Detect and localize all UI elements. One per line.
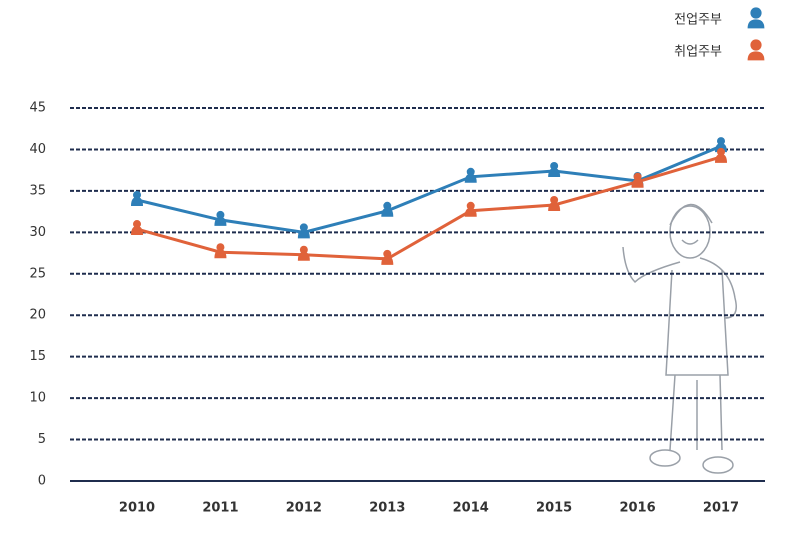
marker-body	[747, 51, 765, 61]
y-tick-label: 0	[38, 474, 46, 489]
y-tick-label: 40	[29, 142, 46, 157]
y-tick-label: 45	[29, 101, 46, 116]
marker-body	[381, 207, 394, 217]
series-line	[136, 144, 722, 234]
point-marker	[131, 220, 143, 236]
marker-body	[464, 173, 477, 183]
marker-body	[297, 229, 310, 239]
marker-head	[133, 220, 141, 229]
marker-body	[131, 226, 143, 236]
y-tick-label: 30	[29, 225, 46, 240]
marker-head	[299, 245, 308, 254]
x-tick-label: 2012	[286, 501, 322, 516]
series-line	[136, 155, 722, 261]
marker-head	[299, 223, 308, 232]
point-marker	[297, 245, 310, 261]
marker-body	[631, 178, 644, 188]
marker-head	[133, 191, 141, 200]
marker-head	[383, 201, 392, 210]
marker-body	[381, 255, 394, 265]
marker-head	[550, 195, 559, 204]
marker-head	[383, 249, 392, 258]
marker-head	[750, 7, 762, 19]
marker-body	[548, 167, 561, 177]
marker-body	[715, 153, 727, 163]
point-marker	[631, 172, 644, 188]
legend-label: 취업주부	[674, 45, 722, 60]
point-marker	[131, 191, 143, 207]
marker-body	[214, 249, 227, 259]
marker-body	[747, 19, 765, 29]
marker-body	[464, 207, 477, 217]
marker-head	[633, 172, 642, 181]
y-tick-label: 5	[38, 432, 46, 447]
point-marker	[381, 201, 394, 217]
x-tick-label: 2011	[202, 501, 238, 516]
x-tick-label: 2014	[453, 501, 489, 516]
marker-body	[131, 197, 143, 207]
y-tick-label: 35	[29, 183, 46, 198]
marker-head	[216, 243, 225, 252]
point-marker	[548, 161, 561, 177]
marker-head	[717, 147, 725, 156]
legend-label: 전업주부	[674, 13, 722, 28]
x-tick-label: 2017	[703, 501, 739, 516]
point-marker	[464, 167, 477, 183]
point-marker	[464, 201, 477, 217]
y-tick-label: 10	[29, 391, 46, 406]
point-marker	[214, 243, 227, 259]
x-tick-label: 2013	[369, 501, 405, 516]
marker-body	[548, 201, 561, 211]
point-marker	[715, 147, 727, 163]
x-tick-label: 2015	[536, 501, 572, 516]
x-tick-label: 2016	[619, 501, 655, 516]
y-tick-label: 20	[29, 308, 46, 323]
y-tick-label: 15	[29, 349, 46, 364]
point-marker	[548, 195, 561, 211]
marker-head	[750, 39, 762, 51]
point-marker	[297, 223, 310, 239]
legend-icon	[747, 7, 765, 29]
y-tick-label: 25	[29, 266, 46, 281]
marker-head	[216, 210, 225, 219]
legend-icon	[747, 39, 765, 61]
point-marker	[381, 249, 394, 265]
marker-head	[717, 137, 725, 146]
marker-body	[297, 251, 310, 261]
marker-head	[550, 161, 559, 170]
x-tick-label: 2010	[119, 501, 155, 516]
marker-head	[466, 201, 475, 210]
marker-head	[466, 167, 475, 176]
point-marker	[214, 210, 227, 226]
marker-body	[214, 216, 227, 226]
illustration	[622, 203, 737, 474]
